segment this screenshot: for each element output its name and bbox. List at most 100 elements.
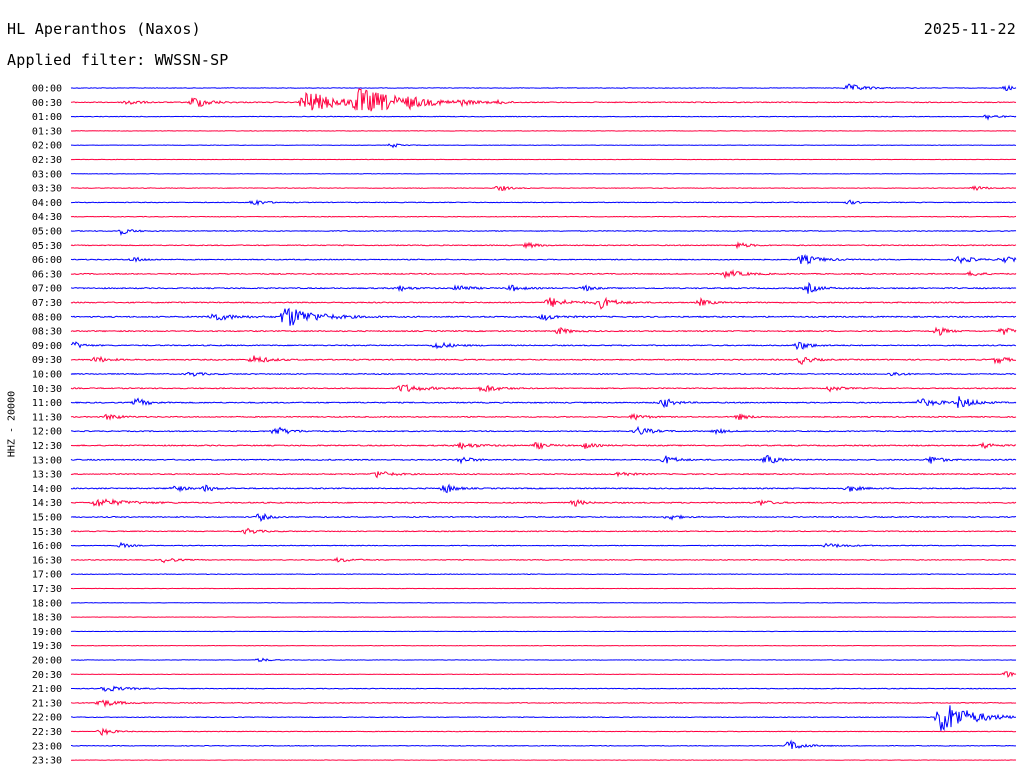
time-label: 14:30 bbox=[32, 498, 62, 509]
trace-row: 05:00 bbox=[32, 227, 1017, 238]
trace-row: 06:30 bbox=[32, 269, 1017, 280]
time-label: 06:00 bbox=[32, 255, 62, 266]
seismic-trace bbox=[70, 396, 1017, 409]
trace-row: 15:00 bbox=[32, 512, 1017, 524]
seismic-trace bbox=[70, 185, 1017, 192]
time-label: 17:30 bbox=[32, 584, 62, 595]
time-label: 01:30 bbox=[32, 126, 62, 137]
seismic-trace bbox=[70, 371, 1017, 377]
time-label: 07:00 bbox=[32, 284, 62, 295]
plot-date: 2025-11-22 bbox=[923, 20, 1016, 38]
trace-row: 08:00 bbox=[32, 307, 1017, 326]
filter-label: Applied filter: WWSSN-SP bbox=[7, 51, 229, 69]
seismic-trace bbox=[70, 296, 1017, 310]
trace-row: 00:30 bbox=[32, 88, 1017, 112]
trace-row: 19:30 bbox=[32, 641, 1017, 652]
time-label: 13:30 bbox=[32, 470, 62, 481]
trace-row: 22:30 bbox=[32, 727, 1017, 738]
seismic-trace bbox=[70, 83, 1017, 91]
trace-row: 16:30 bbox=[32, 555, 1017, 566]
seismic-trace bbox=[70, 671, 1017, 678]
time-label: 08:30 bbox=[32, 327, 62, 338]
time-label: 00:00 bbox=[32, 84, 62, 95]
time-label: 12:30 bbox=[32, 441, 62, 452]
trace-row: 08:30 bbox=[32, 326, 1017, 338]
trace-row: 03:30 bbox=[32, 184, 1017, 195]
seismic-trace bbox=[70, 425, 1017, 436]
trace-row: 17:00 bbox=[32, 570, 1017, 581]
time-label: 17:00 bbox=[32, 570, 62, 581]
time-label: 10:00 bbox=[32, 370, 62, 381]
trace-row: 19:00 bbox=[32, 627, 1017, 638]
trace-row: 23:00 bbox=[32, 739, 1017, 752]
seismic-trace bbox=[71, 199, 1017, 207]
time-label: 21:30 bbox=[32, 698, 62, 709]
trace-row: 11:00 bbox=[32, 396, 1017, 409]
trace-row: 20:00 bbox=[32, 656, 1017, 667]
trace-row: 21:30 bbox=[32, 698, 1017, 709]
trace-row: 10:00 bbox=[32, 370, 1017, 381]
trace-row: 13:30 bbox=[32, 470, 1017, 481]
time-label: 08:00 bbox=[32, 312, 62, 323]
seismic-trace bbox=[70, 705, 1016, 732]
trace-row: 04:00 bbox=[32, 198, 1017, 209]
trace-row: 17:30 bbox=[32, 584, 1017, 595]
seismic-trace bbox=[70, 498, 1017, 507]
trace-row: 09:00 bbox=[32, 341, 1017, 352]
seismic-trace bbox=[70, 229, 1017, 237]
trace-row: 12:30 bbox=[32, 441, 1017, 452]
seismic-trace bbox=[70, 307, 1017, 326]
seismic-trace bbox=[70, 657, 1017, 663]
time-label: 02:00 bbox=[32, 141, 62, 152]
seismic-trace bbox=[70, 471, 1017, 479]
time-label: 22:30 bbox=[32, 727, 62, 738]
time-label: 20:00 bbox=[32, 656, 62, 667]
seismic-trace bbox=[70, 88, 1017, 112]
trace-row: 09:30 bbox=[32, 355, 1017, 366]
seismic-trace bbox=[70, 269, 1017, 280]
trace-row: 03:00 bbox=[32, 169, 1017, 180]
seismic-trace bbox=[70, 341, 1017, 351]
time-label: 14:00 bbox=[32, 484, 62, 495]
time-label: 04:30 bbox=[32, 212, 62, 223]
trace-row: 18:30 bbox=[32, 613, 1017, 624]
seismic-trace bbox=[70, 699, 1017, 708]
time-label: 23:30 bbox=[32, 756, 62, 767]
time-label: 11:30 bbox=[32, 412, 62, 423]
time-label: 04:00 bbox=[32, 198, 62, 209]
trace-row: 22:00 bbox=[32, 705, 1016, 732]
seismic-trace bbox=[70, 527, 1017, 535]
trace-row: 07:30 bbox=[32, 296, 1017, 310]
trace-row: 01:00 bbox=[32, 112, 1017, 123]
trace-row: 15:30 bbox=[32, 527, 1017, 538]
trace-row: 21:00 bbox=[32, 684, 1017, 695]
time-label: 01:00 bbox=[32, 112, 62, 123]
trace-row: 23:30 bbox=[32, 756, 1017, 767]
trace-row: 02:30 bbox=[32, 155, 1017, 166]
seismic-trace bbox=[70, 241, 1017, 250]
time-label: 12:00 bbox=[32, 427, 62, 438]
time-label: 21:00 bbox=[32, 684, 62, 695]
time-label: 15:00 bbox=[32, 513, 62, 524]
time-label: 07:30 bbox=[32, 298, 62, 309]
seismic-trace bbox=[70, 541, 1017, 549]
time-label: 18:00 bbox=[32, 598, 62, 609]
trace-row: 11:30 bbox=[32, 412, 1017, 423]
time-label: 03:30 bbox=[32, 184, 62, 195]
seismic-trace bbox=[70, 114, 1017, 121]
trace-row: 16:00 bbox=[32, 541, 1017, 552]
time-label: 18:30 bbox=[32, 613, 62, 624]
trace-row: 20:30 bbox=[32, 670, 1017, 681]
seismic-trace bbox=[70, 384, 1017, 393]
seismic-trace bbox=[70, 573, 1017, 576]
trace-row: 14:00 bbox=[32, 483, 1017, 495]
trace-row: 07:00 bbox=[32, 281, 1017, 295]
seismic-trace bbox=[70, 215, 1017, 218]
seismic-trace bbox=[70, 454, 1017, 465]
trace-row: 06:00 bbox=[32, 253, 1017, 266]
time-label: 20:30 bbox=[32, 670, 62, 681]
seismic-trace bbox=[70, 739, 1017, 750]
seismic-trace bbox=[70, 512, 1017, 523]
time-label: 03:00 bbox=[32, 169, 62, 180]
seismic-trace bbox=[70, 130, 1017, 132]
